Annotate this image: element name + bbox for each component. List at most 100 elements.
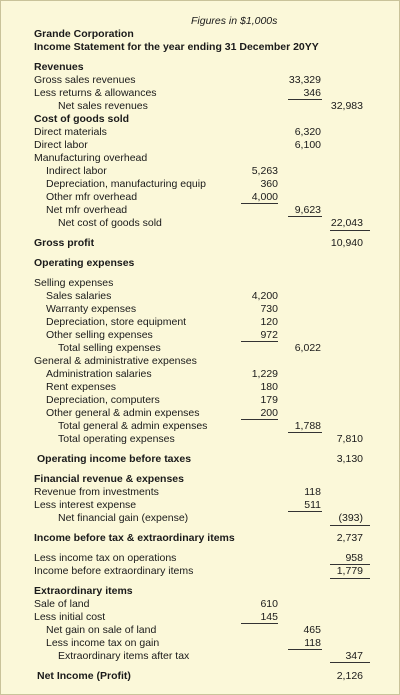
row-label: Less returns & allowances — [34, 87, 157, 99]
row-amount: 10,940 — [330, 237, 363, 249]
row-amount: 346 — [303, 87, 321, 99]
subtotal-rule — [330, 525, 370, 526]
statement-row: Operating expenses — [1, 257, 399, 270]
row-label: Direct labor — [34, 139, 88, 151]
row-label: Less initial cost — [34, 611, 106, 623]
row-amount: 200 — [260, 407, 278, 419]
row-amount: 2,737 — [336, 532, 363, 544]
row-label: Direct materials — [34, 126, 107, 138]
row-amount: 118 — [304, 486, 321, 498]
row-amount: 4,000 — [251, 191, 278, 203]
row-amount: 6,100 — [294, 139, 321, 151]
subtotal-rule — [288, 511, 322, 512]
statement-row: Revenue from investments 118 — [1, 486, 399, 499]
row-amount: 4,200 — [251, 290, 278, 302]
statement-row: Sale of land 610 — [1, 598, 399, 611]
row-amount: 9,623 — [294, 204, 321, 216]
row-amount: 465 — [303, 624, 321, 636]
row-amount: 610 — [260, 598, 278, 610]
statement-row: Total selling expenses 6,022 — [1, 342, 399, 355]
row-label: Net gain on sale of land — [46, 624, 157, 636]
statement-row: Manufacturing overhead — [1, 152, 399, 165]
subtotal-rule — [330, 230, 370, 231]
row-amount: 6,022 — [294, 342, 321, 354]
row-label: Less interest expense — [34, 499, 137, 511]
row-label: Less income tax on operations — [34, 552, 177, 564]
row-label: Depreciation, manufacturing equip — [46, 178, 206, 190]
row-label: Sale of land — [34, 598, 90, 610]
statement-row: Administration salaries 1,229 — [1, 368, 399, 381]
row-label: Depreciation, store equipment — [46, 316, 187, 328]
row-amount: 2,126 — [336, 670, 363, 682]
row-label: General & administrative expenses — [34, 355, 197, 367]
row-amount: 5,263 — [251, 165, 278, 177]
statement-row: Less returns & allowances 346 — [1, 87, 399, 100]
row-label: Indirect labor — [46, 165, 107, 177]
statement-row: Net mfr overhead 9,623 — [1, 204, 399, 217]
subtotal-rule — [241, 341, 278, 342]
row-amount: 22,043 — [330, 217, 363, 229]
statement-row: Financial revenue & expenses — [1, 473, 399, 486]
row-amount: 360 — [260, 178, 278, 190]
subtotal-rule — [330, 662, 370, 663]
row-amount: 118 — [304, 637, 321, 649]
subtotal-rule — [288, 99, 322, 100]
subtotal-rule — [330, 564, 370, 565]
row-label: Warranty expenses — [46, 303, 137, 315]
row-label: Cost of goods sold — [34, 113, 130, 125]
statement-row: Indirect labor 5,263 — [1, 165, 399, 178]
statement-row: Extraordinary items after tax 347 — [1, 650, 399, 663]
row-label: Other general & admin expenses — [46, 407, 200, 419]
statement-row: Depreciation, store equipment 120 — [1, 316, 399, 329]
row-label: Income before extraordinary items — [34, 565, 194, 577]
subtotal-rule — [241, 623, 278, 624]
statement-row: Cost of goods sold — [1, 113, 399, 126]
row-label: Administration salaries — [46, 368, 152, 380]
row-label: Total operating expenses — [58, 433, 175, 445]
row-label: Extraordinary items after tax — [58, 650, 190, 662]
row-amount: 730 — [260, 303, 278, 315]
row-amount: 145 — [260, 611, 278, 623]
row-label: Total general & admin expenses — [58, 420, 208, 432]
row-amount: 120 — [260, 316, 278, 328]
row-amount: 972 — [260, 329, 278, 341]
statement-row: Sales salaries 4,200 — [1, 290, 399, 303]
row-label: Manufacturing overhead — [34, 152, 148, 164]
row-label: Net Income (Profit) — [37, 670, 131, 682]
row-label: Revenue from investments — [34, 486, 159, 498]
company-name: Grande Corporation — [34, 28, 134, 40]
statement-row: Less income tax on operations 958 — [1, 552, 399, 565]
statement-row: Depreciation, manufacturing equip 360 — [1, 178, 399, 191]
row-amount: 179 — [260, 394, 278, 406]
row-label: Net financial gain (expense) — [58, 512, 189, 524]
figures-note: Figures in $1,000s — [191, 15, 278, 27]
statement-row: Less interest expense 511 — [1, 499, 399, 512]
subtotal-rule — [288, 649, 322, 650]
row-label: Selling expenses — [34, 277, 114, 289]
row-amount: 1,779 — [336, 565, 363, 577]
row-amount: 7,810 — [336, 433, 363, 445]
statement-row: Selling expenses — [1, 277, 399, 290]
row-label: Less income tax on gain — [46, 637, 160, 649]
statement-row: Total operating expenses 7,810 — [1, 433, 399, 446]
row-label: Gross profit — [34, 237, 95, 249]
statement-row: Total general & admin expenses 1,788 — [1, 420, 399, 433]
statement-row: Net sales revenues 32,983 — [1, 100, 399, 113]
subtotal-rule — [241, 419, 278, 420]
statement-row: Extraordinary items — [1, 585, 399, 598]
statement-row: General & administrative expenses — [1, 355, 399, 368]
statement-row: Other general & admin expenses 200 — [1, 407, 399, 420]
statement-row: Rent expenses 180 — [1, 381, 399, 394]
row-label: Operating expenses — [34, 257, 135, 269]
statement-row: Income before tax & extraordinary items 2… — [1, 532, 399, 545]
statement-row: Direct materials 6,320 — [1, 126, 399, 139]
statement-row: Less income tax on gain 118 — [1, 637, 399, 650]
statement-row: Operating income before taxes 3,130 — [1, 453, 399, 466]
row-label: Depreciation, computers — [46, 394, 160, 406]
row-amount: 1,788 — [294, 420, 321, 432]
subtotal-rule — [241, 203, 278, 204]
row-label: Other selling expenses — [46, 329, 153, 341]
statement-row: Net financial gain (expense) (393) — [1, 512, 399, 525]
statement-row: Net gain on sale of land 465 — [1, 624, 399, 637]
statement-row: Net Income (Profit) 2,126 — [1, 670, 399, 683]
